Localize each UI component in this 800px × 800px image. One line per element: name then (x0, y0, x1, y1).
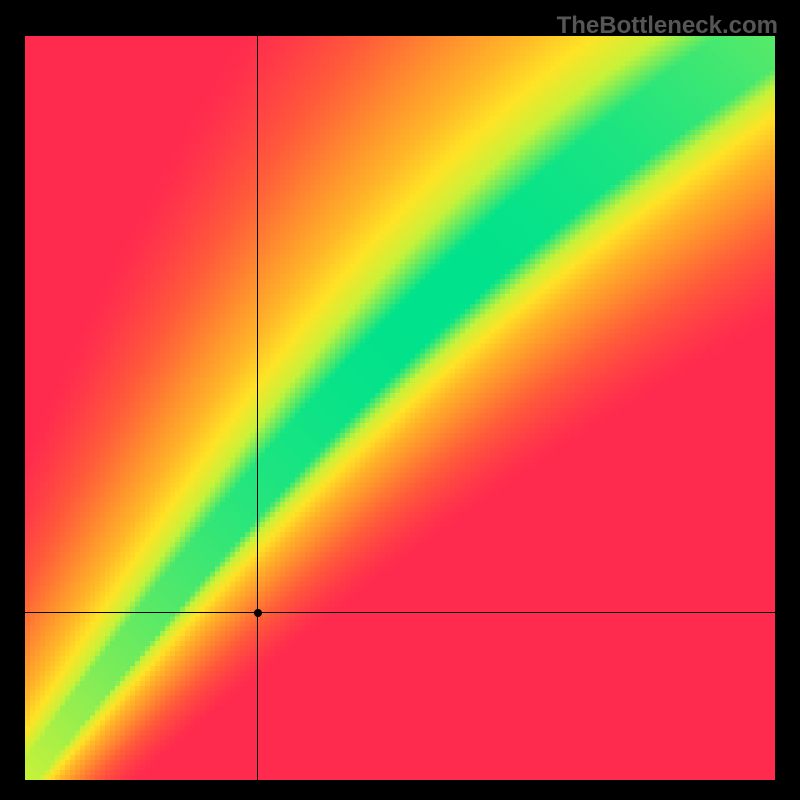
crosshair-horizontal (25, 612, 775, 613)
crosshair-marker (254, 609, 262, 617)
watermark-text: TheBottleneck.com (557, 12, 778, 40)
crosshair-vertical (257, 36, 258, 780)
chart-container: TheBottleneck.com (0, 0, 800, 800)
bottleneck-heatmap (25, 36, 775, 780)
